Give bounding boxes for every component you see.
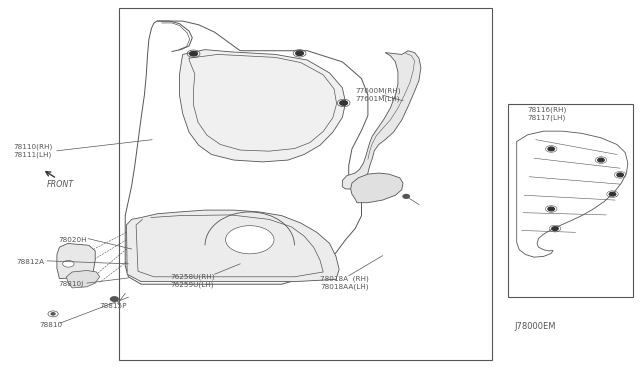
Text: 78810J: 78810J [58,281,83,287]
Polygon shape [67,270,100,288]
Text: 78020H: 78020H [58,237,87,243]
Circle shape [189,51,197,56]
Bar [119,8,492,360]
Text: 76258U(RH)
76259U(LH): 76258U(RH) 76259U(LH) [170,273,214,288]
Polygon shape [179,49,346,162]
Text: 78116(RH)
78117(LH): 78116(RH) 78117(LH) [527,106,567,121]
Polygon shape [351,173,403,203]
Circle shape [111,297,118,301]
Polygon shape [125,21,368,284]
Circle shape [403,195,410,198]
Circle shape [548,147,554,151]
Circle shape [63,260,74,267]
Text: J78000EM: J78000EM [515,322,556,331]
Circle shape [548,207,554,211]
Circle shape [598,158,604,162]
Circle shape [48,311,58,317]
Polygon shape [57,243,95,279]
Text: 78018A  (RH)
78018AA(LH): 78018A (RH) 78018AA(LH) [320,275,369,290]
Text: 77600M(RH)
77601M(LH): 77600M(RH) 77601M(LH) [355,88,401,102]
Polygon shape [127,210,339,282]
Polygon shape [342,51,421,189]
Circle shape [552,227,558,231]
Circle shape [296,51,303,55]
Text: 78110(RH)
78111(LH): 78110(RH) 78111(LH) [13,144,52,158]
Polygon shape [516,131,628,257]
Circle shape [340,101,348,105]
Circle shape [225,226,274,254]
Circle shape [617,173,623,177]
Text: FRONT: FRONT [47,180,74,189]
Text: 78810: 78810 [39,322,62,328]
Circle shape [51,313,55,315]
Text: 78815P: 78815P [100,304,127,310]
Circle shape [609,192,616,196]
Bar [508,105,633,297]
Text: 78812A: 78812A [17,259,45,265]
